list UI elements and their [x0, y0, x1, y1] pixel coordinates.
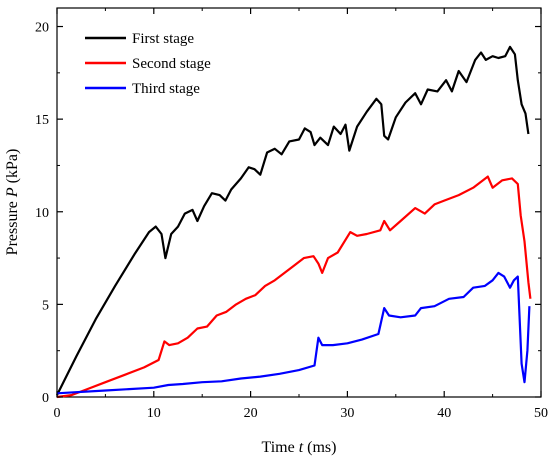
plot-area: [56, 7, 542, 398]
x-tick-label: 30: [340, 406, 354, 421]
series-layer: [56, 45, 532, 399]
y-axis-title: Pressure P (kPa): [4, 149, 21, 256]
y-axis-title-unit: (kPa): [4, 149, 21, 188]
y-tick-label: 0: [42, 391, 49, 406]
y-axis-title-variable: P: [4, 187, 21, 198]
x-axis-title-unit: (ms): [303, 439, 336, 456]
legend-label-third-stage: Third stage: [132, 81, 200, 97]
series-line-first-stage: [56, 45, 530, 396]
x-tick-label: 50: [534, 406, 548, 421]
legend: First stage Second stage Third stage: [85, 31, 211, 97]
plot-frame: [56, 7, 542, 398]
x-axis-title-variable: t: [299, 439, 304, 456]
y-tick-label: 20: [35, 21, 49, 36]
y-tick-label: 15: [35, 113, 49, 128]
legend-label-second-stage: Second stage: [132, 56, 211, 72]
ticks-layer: 0 10 20 30 40 50 0 5 10 15 20: [35, 8, 548, 421]
x-tick-label: 20: [244, 406, 258, 421]
x-tick-label: 40: [437, 406, 451, 421]
legend-label-first-stage: First stage: [132, 31, 194, 47]
x-tick-label: 0: [54, 406, 61, 421]
series-line-second-stage: [56, 175, 532, 399]
y-tick-label: 5: [42, 298, 49, 313]
x-axis-title: Time t (ms): [262, 439, 337, 456]
y-axis-title-prefix: Pressure: [4, 197, 21, 255]
x-tick-label: 10: [147, 406, 161, 421]
y-tick-label: 10: [35, 206, 49, 221]
series-line-third-stage: [56, 271, 531, 395]
x-axis-title-prefix: Time: [262, 439, 299, 456]
